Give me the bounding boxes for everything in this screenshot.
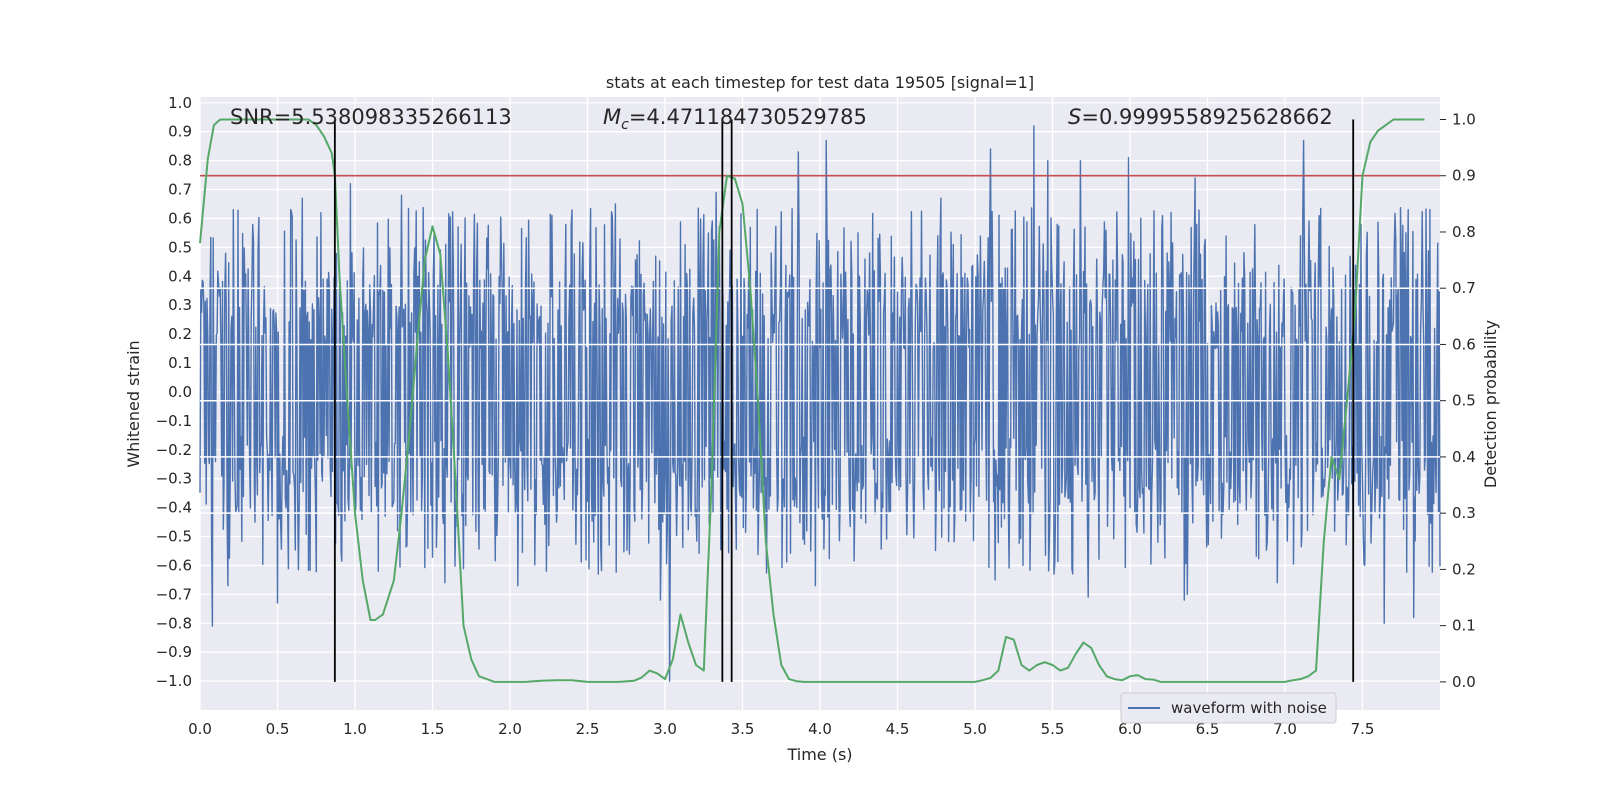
left-tick-label: 0.5 (168, 238, 192, 256)
left-tick-label: 1.0 (168, 94, 192, 112)
left-tick-label: 0.8 (168, 152, 192, 170)
probability-line (199, 118, 1425, 683)
right-tick-label: 0.6 (1452, 335, 1476, 353)
x-tick-label: 0.0 (188, 720, 212, 738)
left-tick-label: −0.4 (156, 499, 192, 517)
right-tick-label: 0.9 (1452, 167, 1476, 185)
s-annotation: S=0.9999558925628662 (1068, 105, 1333, 129)
x-tick-label: 1.5 (421, 720, 445, 738)
detection-markers (333, 119, 1355, 682)
left-tick-label: −0.8 (156, 614, 192, 632)
right-y-axis-ticks: 1.0 0.9 0.8 0.7 0.6 0.5 0.4 0.3 0.2 0.1 0.0 (1440, 110, 1476, 691)
left-tick-label: −0.1 (156, 412, 192, 430)
left-tick-label: 0.7 (168, 181, 192, 199)
left-tick-label: −0.3 (156, 470, 192, 488)
mc-annotation: Mc=4.471184730529785 (603, 105, 867, 133)
s-value: =0.9999558925628662 (1081, 105, 1332, 129)
x-tick-label: 7.5 (1351, 720, 1375, 738)
legend-box (1120, 692, 1337, 724)
waveform-line (199, 125, 1441, 682)
mc-subscript: c (621, 117, 629, 133)
left-tick-label: −0.6 (156, 556, 192, 574)
right-y-axis-label: Detection probability (1481, 320, 1500, 488)
mc-value: =4.471184730529785 (629, 105, 867, 129)
x-tick-label: 4.0 (808, 720, 832, 738)
x-tick-label: 5.0 (963, 720, 987, 738)
x-tick-label: 2.5 (576, 720, 600, 738)
x-tick-label: 5.5 (1041, 720, 1065, 738)
x-tick-label: 7.0 (1273, 720, 1297, 738)
left-tick-label: 0.1 (168, 354, 192, 372)
snr-annotation: SNR=5.538098335266113 (230, 105, 512, 129)
x-tick-label: 3.5 (731, 720, 755, 738)
x-axis-label: Time (s) (786, 745, 852, 764)
right-tick-label: 0.8 (1452, 223, 1476, 241)
waveform-series (199, 125, 1441, 682)
left-y-axis-ticks: 1.0 0.9 0.8 0.7 0.6 0.5 0.4 0.3 0.2 0.1 0.0 −0.1 −0.… (156, 94, 192, 690)
left-tick-label: 0.4 (168, 267, 192, 285)
right-tick-label: 0.3 (1452, 504, 1476, 522)
x-tick-label: 3.0 (653, 720, 677, 738)
x-axis-ticks: 0.0 0.5 1.0 1.5 2.0 2.5 3.0 3.5 4.0 4.5 5.0 5.5 6.0 6… (188, 720, 1374, 738)
right-tick-label: 0.0 (1452, 673, 1476, 691)
left-tick-label: −1.0 (156, 672, 192, 690)
x-tick-label: 1.0 (343, 720, 367, 738)
right-tick-label: 0.1 (1452, 617, 1476, 635)
left-tick-label: −0.5 (156, 528, 192, 546)
left-tick-label: 0.3 (168, 296, 192, 314)
legend-label: waveform with noise (1171, 699, 1327, 717)
x-tick-label: 2.0 (498, 720, 522, 738)
x-tick-label: 6.5 (1196, 720, 1220, 738)
right-tick-label: 0.5 (1452, 392, 1476, 410)
chart-title: stats at each timestep for test data 195… (606, 73, 1034, 92)
right-tick-label: 1.0 (1452, 110, 1476, 128)
x-tick-label: 6.0 (1118, 720, 1142, 738)
x-tick-label: 0.5 (266, 720, 290, 738)
left-tick-label: 0.0 (168, 383, 192, 401)
mc-symbol: M (603, 105, 621, 129)
legend: waveform with noise (1120, 692, 1337, 724)
left-tick-label: 0.9 (168, 123, 192, 141)
left-tick-label: 0.6 (168, 209, 192, 227)
left-tick-label: −0.2 (156, 441, 192, 459)
x-tick-label: 4.5 (886, 720, 910, 738)
left-tick-label: 0.2 (168, 325, 192, 343)
right-tick-label: 0.4 (1452, 448, 1476, 466)
left-y-axis-label: Whitened strain (124, 340, 143, 467)
left-tick-label: −0.7 (156, 585, 192, 603)
right-tick-label: 0.2 (1452, 560, 1476, 578)
right-gridlines (200, 287, 1440, 514)
left-tick-label: −0.9 (156, 643, 192, 661)
s-symbol: S (1068, 105, 1081, 129)
probability-series (199, 118, 1425, 683)
right-tick-label: 0.7 (1452, 279, 1476, 297)
